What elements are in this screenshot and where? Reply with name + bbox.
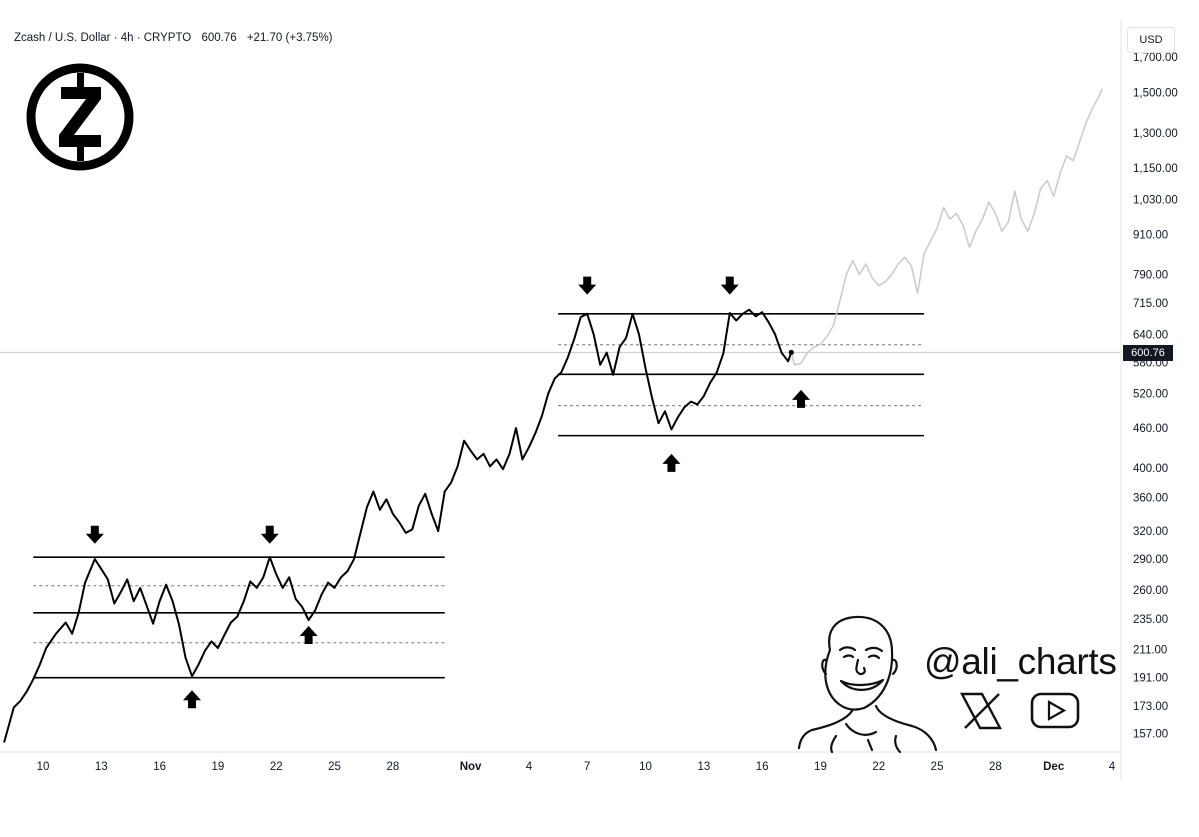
y-tick-label: 1,030.00 xyxy=(1133,194,1178,206)
y-tick-label: 1,500.00 xyxy=(1133,88,1178,100)
y-tick-label: 157.00 xyxy=(1133,728,1168,740)
y-tick-label: 290.00 xyxy=(1133,554,1168,566)
y-tick-label: 235.00 xyxy=(1133,614,1168,626)
y-tick-label: 1,150.00 xyxy=(1133,163,1178,175)
y-tick-label: 460.00 xyxy=(1133,423,1168,435)
y-tick-label: 260.00 xyxy=(1133,585,1168,597)
down-arrow-icon xyxy=(260,525,279,544)
x-tick-label: 19 xyxy=(814,761,827,773)
caricature-avatar xyxy=(797,615,938,754)
up-arrow-icon xyxy=(662,453,681,472)
y-tick-label: 211.00 xyxy=(1133,644,1167,656)
x-tick-label: 16 xyxy=(756,761,769,773)
x-tick-label: 22 xyxy=(270,761,283,773)
x-tick-label: 10 xyxy=(639,761,652,773)
y-tick-label: 360.00 xyxy=(1133,493,1168,505)
currency-button[interactable]: USD xyxy=(1127,27,1175,53)
y-tick-label: 1,300.00 xyxy=(1133,128,1178,140)
youtube-icon[interactable] xyxy=(1030,692,1080,729)
down-arrow-icon xyxy=(578,276,597,295)
author-handle: @ali_charts xyxy=(924,641,1117,682)
up-arrow-icon xyxy=(792,389,811,408)
y-tick-label: 910.00 xyxy=(1133,229,1168,241)
zcash-logo-icon xyxy=(26,63,134,171)
last-price: 600.76 xyxy=(201,32,237,44)
price-change: +21.70 (+3.75%) xyxy=(246,32,333,44)
down-arrow-icon xyxy=(720,276,739,295)
x-tick-label: 28 xyxy=(989,761,1002,773)
last-price-dot xyxy=(788,349,794,355)
y-tick-label: 400.00 xyxy=(1133,463,1168,475)
x-tick-label: 13 xyxy=(95,761,108,773)
x-tick-label: 25 xyxy=(328,761,341,773)
x-tick-label: 4 xyxy=(526,761,533,773)
up-arrow-icon xyxy=(299,625,318,644)
symbol-label: Zcash / U.S. Dollar · 4h · CRYPTO xyxy=(14,32,192,44)
down-arrow-icon xyxy=(85,525,104,544)
y-tick-label: 715.00 xyxy=(1133,298,1168,310)
x-tick-label: 13 xyxy=(697,761,710,773)
x-tick-label: 19 xyxy=(212,761,225,773)
y-tick-label: 320.00 xyxy=(1133,526,1168,538)
price-line xyxy=(3,308,793,743)
projection-line xyxy=(790,88,1104,366)
y-tick-label: 520.00 xyxy=(1133,388,1168,400)
x-tick-label: 25 xyxy=(931,761,944,773)
x-tick-label: 10 xyxy=(37,761,50,773)
y-tick-label: 790.00 xyxy=(1133,270,1168,282)
y-tick-label: 173.00 xyxy=(1133,701,1168,713)
x-tick-label: Nov xyxy=(460,761,482,773)
y-tick-label: 191.00 xyxy=(1133,673,1168,685)
y-tick-label: 1,700.00 xyxy=(1133,52,1178,64)
x-tick-label: 16 xyxy=(153,761,166,773)
x-tick-label: 28 xyxy=(386,761,399,773)
x-logo-icon[interactable] xyxy=(960,692,1002,730)
up-arrow-icon xyxy=(183,690,202,709)
y-tick-label: 640.00 xyxy=(1133,329,1168,341)
x-tick-label: 22 xyxy=(872,761,885,773)
current-price-tag: 600.76 xyxy=(1123,345,1173,361)
chart-title-bar: Zcash / U.S. Dollar · 4h · CRYPTO 600.76… xyxy=(14,32,340,44)
x-tick-label: 7 xyxy=(584,761,590,773)
x-tick-label: Dec xyxy=(1043,761,1065,773)
x-tick-label: 4 xyxy=(1109,761,1116,773)
